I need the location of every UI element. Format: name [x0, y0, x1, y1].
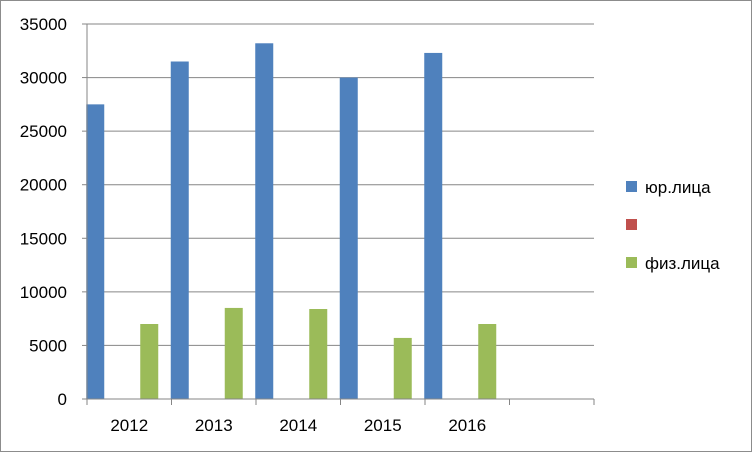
bar-физ.лица-2014	[309, 309, 328, 399]
bar-юр.лица-2014	[255, 43, 274, 400]
axes	[82, 23, 595, 405]
x-tick-label-2014: 2014	[279, 416, 317, 435]
bar-юр.лица-2012	[86, 104, 105, 399]
bars	[86, 43, 497, 400]
y-tick-label-7: 35000	[20, 15, 67, 34]
bar-физ.лица-2013	[224, 307, 243, 399]
x-tick-label-2013: 2013	[195, 416, 233, 435]
y-tick-label-5: 25000	[20, 122, 67, 141]
x-tick-label-2015: 2015	[364, 416, 402, 435]
y-tick-label-0: 0	[58, 390, 67, 409]
bar-физ.лица-2012	[140, 324, 159, 399]
bar-юр.лица-2013	[170, 61, 189, 399]
y-tick-label-2: 10000	[20, 283, 67, 302]
y-tick-label-4: 20000	[20, 176, 67, 195]
y-tick-label-6: 30000	[20, 69, 67, 88]
y-tick-label-1: 5000	[29, 336, 67, 355]
bar-юр.лица-2015	[339, 77, 358, 400]
legend: юр.лица физ.лица	[626, 178, 720, 273]
y-tick-label-3: 15000	[20, 229, 67, 248]
bar-физ.лица-2016	[478, 324, 497, 399]
x-tick-labels: 2012 2013 2014 2015 2016	[110, 416, 486, 435]
bar-юр.лица-2016	[424, 52, 443, 400]
legend-label-0: юр.лица	[645, 178, 711, 197]
x-tick-label-2016: 2016	[448, 416, 486, 435]
bar-физ.лица-2015	[393, 337, 412, 399]
x-tick-label-2012: 2012	[110, 416, 148, 435]
legend-swatch-0	[626, 181, 637, 192]
legend-label-2: физ.лица	[645, 254, 720, 273]
legend-swatch-1	[626, 219, 637, 230]
y-tick-labels: 0 5000 10000 15000 20000 25000 30000 35000	[20, 15, 67, 409]
legend-swatch-2	[626, 257, 637, 268]
